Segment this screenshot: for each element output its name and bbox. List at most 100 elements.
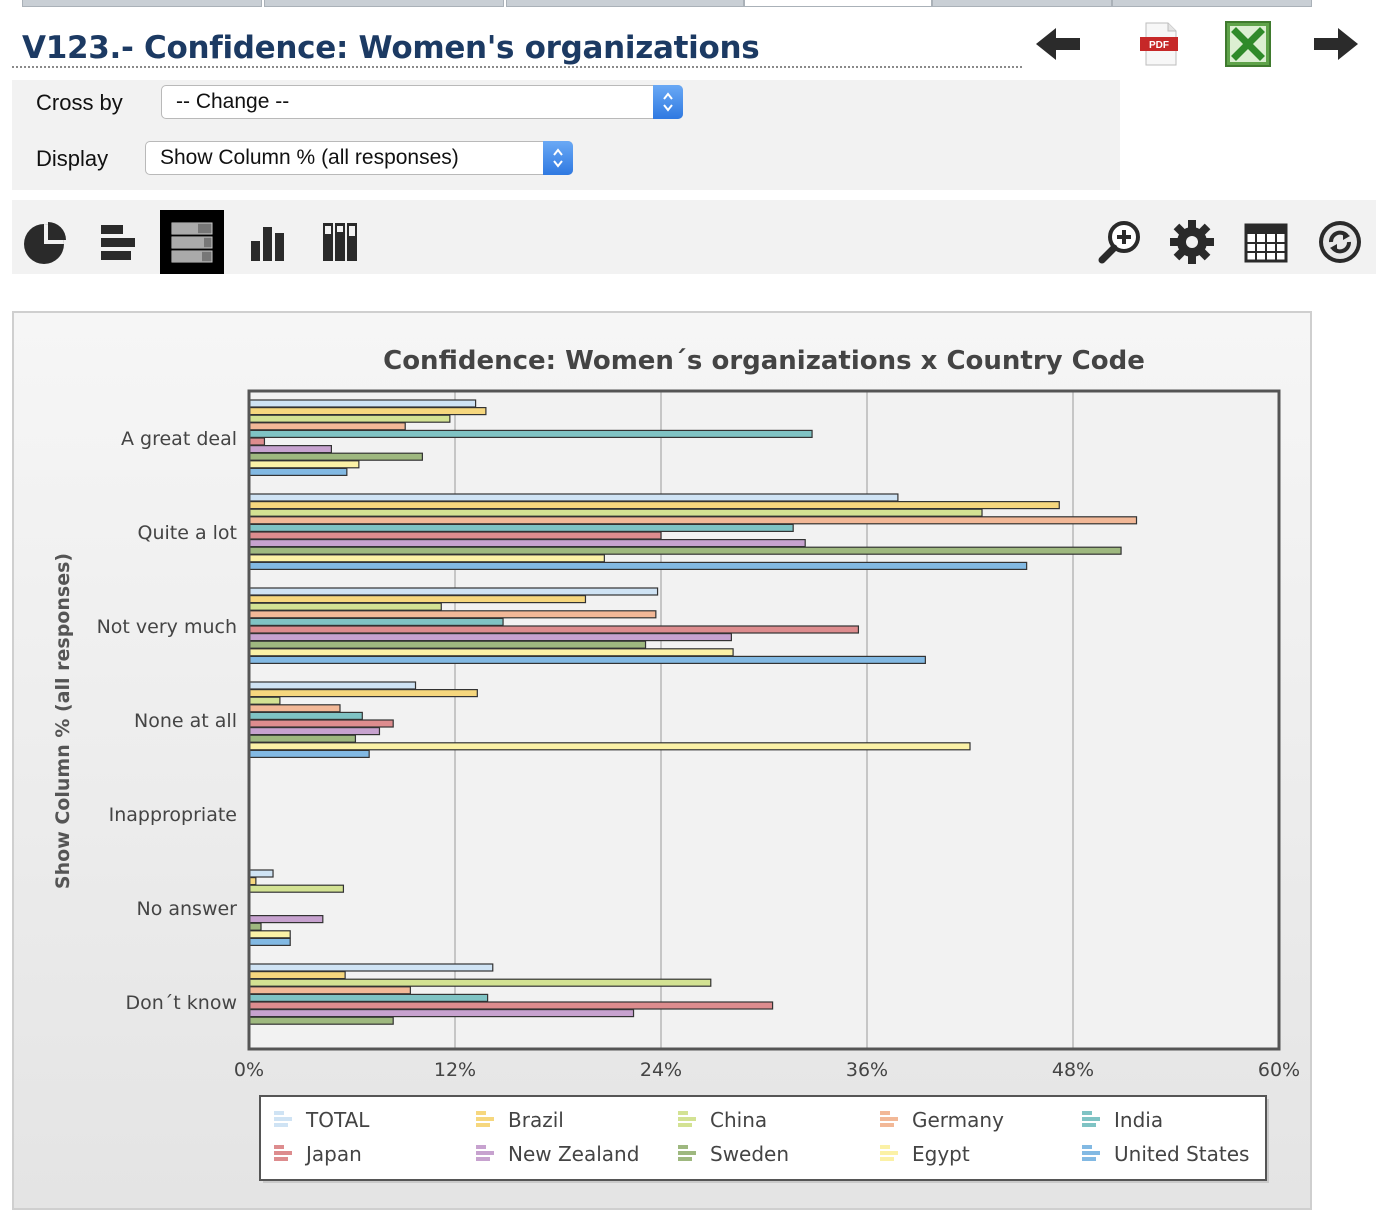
- bar[interactable]: [248, 501, 1060, 510]
- pie-chart-icon[interactable]: [12, 210, 76, 274]
- bar[interactable]: [248, 625, 860, 634]
- bar[interactable]: [248, 1008, 635, 1018]
- bar[interactable]: [248, 445, 333, 454]
- bar[interactable]: [248, 1016, 394, 1025]
- bar[interactable]: [248, 531, 662, 540]
- bar[interactable]: [248, 523, 794, 532]
- bar[interactable]: [248, 930, 291, 939]
- bar[interactable]: [248, 422, 406, 431]
- chart-title: Confidence: Women´s organizations x Coun…: [383, 346, 1145, 376]
- bar[interactable]: [248, 595, 587, 604]
- legend-item[interactable]: Germany: [880, 1108, 1004, 1132]
- x-tick-label: 0%: [234, 1059, 264, 1081]
- refresh-icon[interactable]: [1308, 210, 1372, 274]
- x-tick-label: 36%: [846, 1059, 888, 1081]
- bar[interactable]: [248, 869, 274, 878]
- bar[interactable]: [248, 978, 712, 987]
- vertical-bar-icon[interactable]: [234, 210, 298, 274]
- bar[interactable]: [248, 539, 806, 548]
- bar[interactable]: [248, 922, 262, 931]
- legend-item[interactable]: United States: [1082, 1142, 1249, 1166]
- zoom-in-icon[interactable]: [1088, 210, 1152, 274]
- table-view-icon[interactable]: [1234, 210, 1298, 274]
- stacked-horizontal-bar-icon[interactable]: [160, 210, 224, 274]
- bar[interactable]: [248, 437, 266, 446]
- display-select[interactable]: Show Column % (all responses): [145, 141, 573, 175]
- legend-item[interactable]: Brazil: [476, 1108, 564, 1132]
- legend-swatch: [274, 1151, 292, 1155]
- bar[interactable]: [248, 696, 281, 705]
- bar[interactable]: [248, 1001, 774, 1010]
- legend-item[interactable]: India: [1082, 1108, 1163, 1132]
- bar[interactable]: [248, 610, 657, 619]
- bar[interactable]: [248, 414, 451, 423]
- bar[interactable]: [248, 655, 926, 664]
- top-tab[interactable]: [506, 0, 744, 7]
- bar[interactable]: [248, 742, 971, 751]
- display-value: Show Column % (all responses): [160, 146, 459, 169]
- bar[interactable]: [248, 970, 346, 980]
- bar[interactable]: [248, 963, 494, 972]
- horizontal-bar-icon[interactable]: [84, 210, 148, 274]
- top-tab-active[interactable]: [744, 0, 932, 7]
- bar[interactable]: [248, 937, 291, 947]
- bar[interactable]: [248, 681, 417, 690]
- back-arrow-icon[interactable]: [1030, 16, 1086, 72]
- legend-item[interactable]: New Zealand: [476, 1142, 639, 1166]
- legend-swatch: [880, 1123, 894, 1127]
- x-tick-label: 12%: [434, 1059, 476, 1081]
- legend-swatch: [274, 1123, 288, 1127]
- bar[interactable]: [248, 399, 477, 408]
- settings-gear-icon[interactable]: [1160, 210, 1224, 274]
- bar[interactable]: [248, 602, 442, 611]
- bar[interactable]: [248, 460, 360, 469]
- legend-item[interactable]: China: [678, 1108, 767, 1132]
- bar[interactable]: [248, 986, 411, 995]
- legend-swatch: [1082, 1145, 1092, 1149]
- legend-item[interactable]: Egypt: [880, 1142, 970, 1166]
- bar[interactable]: [248, 727, 381, 736]
- bar[interactable]: [248, 516, 1138, 525]
- bar[interactable]: [248, 640, 647, 649]
- bar[interactable]: [248, 648, 734, 657]
- legend-swatch: [274, 1145, 284, 1149]
- bar[interactable]: [248, 587, 659, 596]
- chart-panel: Confidence: Women´s organizations x Coun…: [12, 311, 1312, 1210]
- bar[interactable]: [248, 633, 732, 642]
- bar[interactable]: [248, 467, 348, 476]
- bar[interactable]: [248, 546, 1122, 555]
- bar[interactable]: [248, 689, 478, 698]
- legend-item[interactable]: TOTAL: [274, 1108, 370, 1132]
- bar[interactable]: [248, 914, 324, 924]
- bar[interactable]: [248, 734, 357, 743]
- bar[interactable]: [248, 429, 813, 439]
- forward-arrow-icon[interactable]: [1308, 16, 1364, 72]
- cross-by-select[interactable]: -- Change --: [161, 85, 683, 119]
- bar[interactable]: [248, 884, 345, 893]
- bar[interactable]: [248, 452, 423, 461]
- legend-swatch: [1082, 1151, 1100, 1155]
- bar[interactable]: [248, 554, 605, 563]
- bar[interactable]: [248, 711, 363, 720]
- legend-swatch: [678, 1111, 688, 1115]
- bar[interactable]: [248, 719, 394, 728]
- top-tab[interactable]: [22, 0, 262, 7]
- category-label: Don´t know: [126, 992, 238, 1014]
- pdf-export-icon[interactable]: PDF: [1132, 16, 1188, 72]
- excel-export-icon[interactable]: [1220, 16, 1276, 72]
- legend-item[interactable]: Sweden: [678, 1142, 789, 1166]
- top-tab[interactable]: [932, 0, 1112, 7]
- legend-item[interactable]: Japan: [274, 1142, 362, 1166]
- chart-toolbar: [12, 200, 1376, 274]
- bar[interactable]: [248, 749, 370, 758]
- bar[interactable]: [248, 561, 1028, 570]
- bar[interactable]: [248, 993, 489, 1003]
- top-tab[interactable]: [264, 0, 504, 7]
- top-tab[interactable]: [1112, 0, 1312, 7]
- bar[interactable]: [248, 704, 341, 713]
- bar[interactable]: [248, 508, 983, 517]
- bar[interactable]: [248, 493, 899, 502]
- bar[interactable]: [248, 617, 504, 626]
- bar[interactable]: [248, 406, 487, 416]
- stacked-vertical-bar-icon[interactable]: [308, 210, 372, 274]
